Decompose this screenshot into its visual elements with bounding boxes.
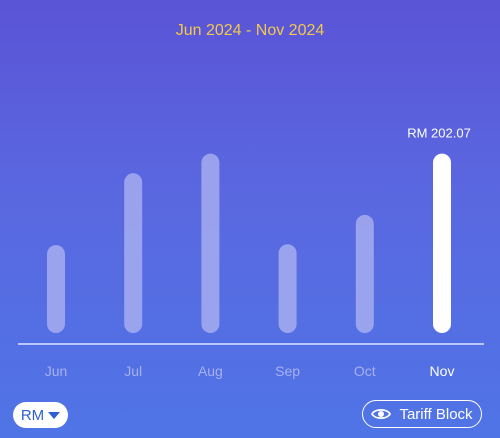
x-tick-label-jun: Jun <box>45 363 68 379</box>
tariff-block-button[interactable]: Tariff Block <box>362 400 482 428</box>
bar-sep[interactable] <box>278 244 297 333</box>
unit-selector-button[interactable]: RM <box>13 402 68 428</box>
x-tick-label-nov: Nov <box>430 363 455 379</box>
caret-down-icon <box>48 412 61 419</box>
x-tick-label-sep: Sep <box>275 363 300 379</box>
period-title: Jun 2024 - Nov 2024 <box>175 22 325 39</box>
unit-selector-label: RM <box>20 406 45 424</box>
bar-jul[interactable] <box>124 173 143 333</box>
x-tick-label-jul: Jul <box>124 363 142 379</box>
bar-oct[interactable] <box>355 214 374 333</box>
selected-bar-value-label: RM 202.07 <box>407 126 471 141</box>
x-tick-label-aug: Aug <box>198 363 223 379</box>
eye-icon <box>371 408 392 420</box>
x-tick-label-oct: Oct <box>354 363 376 379</box>
x-axis-line <box>18 343 484 345</box>
bar-jun[interactable] <box>47 245 65 333</box>
bar-aug[interactable] <box>201 153 220 333</box>
tariff-block-label: Tariff Block <box>399 405 473 423</box>
bar-nov[interactable] <box>433 153 451 333</box>
